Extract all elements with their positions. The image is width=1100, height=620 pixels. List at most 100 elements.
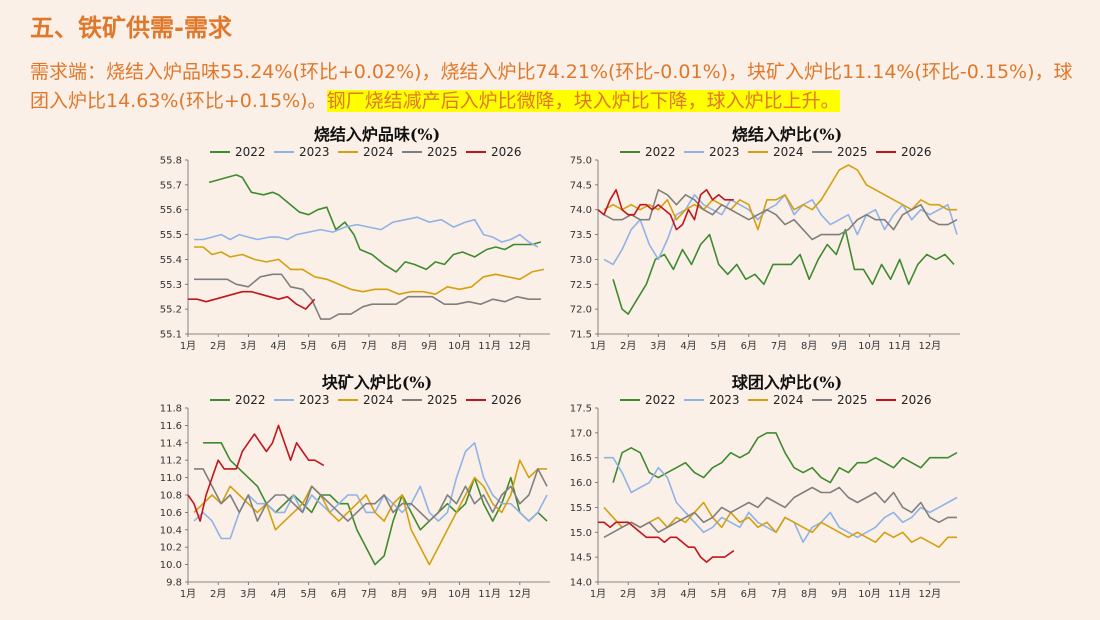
y-tick-label: 55.5: [160, 230, 182, 241]
y-tick-label: 74.5: [570, 180, 592, 191]
series-line-2025: [603, 486, 957, 539]
legend-label: 2026: [491, 393, 522, 407]
legend-item-2022: 2022: [210, 145, 266, 159]
chart-sinter-grade: 烧结入炉品味(%) 2022 2023 2024 2025 2026 55.1 55.2 55.…: [150, 122, 670, 368]
series-line-2024: [603, 164, 957, 231]
x-tick-label: 12月: [508, 340, 531, 352]
legend-label: 2025: [837, 393, 868, 407]
chart-lump-ratio: 块矿入炉比(%) 2022 2023 2024 2025 2026 9.8 10.0 10.2 1…: [150, 370, 670, 616]
summary-text: 需求端：烧结入炉品味55.24%(环比+0.02%)，烧结入炉比74.21%(环…: [30, 58, 1080, 116]
x-tick-label: 4月: [680, 588, 696, 600]
y-tick-label: 14.5: [570, 553, 592, 564]
legend-item-2025: 2025: [812, 145, 868, 159]
y-tick-label: 55.3: [160, 280, 182, 291]
x-tick-label: 6月: [741, 340, 757, 352]
y-tick-label: 11.6: [160, 421, 182, 432]
legend-label: 2026: [901, 393, 932, 407]
x-tick-label: 6月: [331, 588, 347, 600]
y-tick-label: 15.5: [570, 503, 592, 514]
legend-item-2025: 2025: [812, 393, 868, 407]
x-tick-label: 1月: [590, 340, 606, 352]
y-tick-label: 11.4: [160, 438, 182, 449]
x-tick-label: 12月: [918, 588, 941, 600]
legend-label: 2025: [837, 145, 868, 159]
legend-item-2026: 2026: [876, 145, 932, 159]
x-tick-label: 1月: [180, 588, 196, 600]
x-tick-label: 7月: [771, 340, 787, 352]
series-line-2023: [193, 442, 548, 540]
series-line-2022: [612, 432, 958, 484]
series-line-2024: [194, 246, 545, 295]
x-tick-label: 12月: [918, 340, 941, 352]
legend-item-2025: 2025: [402, 393, 458, 407]
series-line-2024: [603, 501, 957, 548]
x-tick-label: 3月: [240, 588, 256, 600]
x-tick-label: 8月: [391, 340, 407, 352]
legend-item-2023: 2023: [684, 145, 740, 159]
x-tick-label: 7月: [361, 340, 377, 352]
legend-label: 2026: [901, 145, 932, 159]
y-tick-label: 10.2: [160, 543, 182, 554]
x-tick-label: 6月: [331, 340, 347, 352]
y-tick-label: 73.0: [570, 255, 592, 266]
legend-label: 2022: [235, 393, 266, 407]
chart-sinter-ratio-svg: 烧结入炉比(%) 2022 2023 2024 2025 2026 71.5 72.0 72.5…: [570, 125, 960, 352]
legend-item-2023: 2023: [274, 393, 330, 407]
page-title: 五、铁矿供需-需求: [30, 14, 232, 42]
legend-label: 2024: [363, 393, 394, 407]
series-line-2023: [603, 194, 958, 266]
series-line-2023: [604, 456, 958, 543]
x-tick-label: 7月: [771, 588, 787, 600]
chart-title: 块矿入炉比(%): [322, 373, 432, 392]
series-line-2022: [612, 228, 955, 315]
legend-item-2022: 2022: [620, 393, 676, 407]
series-line-2022: [208, 174, 542, 273]
y-tick-label: 55.7: [160, 180, 182, 191]
legend-label: 2024: [773, 393, 804, 407]
x-tick-label: 5月: [710, 340, 726, 352]
y-tick-label: 55.6: [160, 205, 182, 216]
x-tick-label: 11月: [478, 588, 501, 600]
legend-label: 2024: [773, 145, 804, 159]
y-tick-label: 72.5: [570, 280, 592, 291]
legend-item-2024: 2024: [748, 393, 804, 407]
y-tick-label: 10.6: [160, 508, 182, 519]
x-tick-label: 10月: [448, 588, 471, 600]
x-tick-label: 7月: [361, 588, 377, 600]
legend-label: 2022: [235, 145, 266, 159]
x-tick-label: 3月: [650, 340, 666, 352]
x-tick-label: 5月: [300, 588, 316, 600]
legend-item-2026: 2026: [466, 145, 522, 159]
y-tick-label: 17.0: [570, 428, 592, 439]
x-tick-label: 11月: [888, 340, 911, 352]
x-tick-label: 1月: [180, 340, 196, 352]
chart-title: 烧结入炉品味(%): [314, 125, 440, 144]
x-tick-label: 8月: [801, 340, 817, 352]
y-tick-label: 15.0: [570, 528, 592, 539]
legend-label: 2023: [709, 145, 740, 159]
legend-item-2022: 2022: [210, 393, 266, 407]
x-tick-label: 10月: [448, 340, 471, 352]
legend-item-2023: 2023: [274, 145, 330, 159]
summary-main: 需求端：烧结入炉品味55.24%(环比+0.02%)，烧结入炉比74.21%(环…: [30, 61, 1073, 112]
chart-title: 烧结入炉比(%): [732, 125, 842, 144]
chart-sinter-ratio: 烧结入炉比(%) 2022 2023 2024 2025 2026 71.5 72.0 72.5…: [560, 122, 1080, 368]
legend-item-2022: 2022: [620, 145, 676, 159]
chart-lump-ratio-svg: 块矿入炉比(%) 2022 2023 2024 2025 2026 9.8 10.0 10.2 1…: [160, 373, 550, 600]
legend-item-2023: 2023: [684, 393, 740, 407]
legend-item-2024: 2024: [338, 393, 394, 407]
legend-item-2025: 2025: [402, 145, 458, 159]
y-tick-label: 55.2: [160, 305, 182, 316]
series-line-2026: [187, 424, 325, 522]
series-line-2023: [194, 216, 539, 248]
x-tick-label: 11月: [888, 588, 911, 600]
y-tick-label: 55.1: [160, 330, 182, 341]
y-tick-label: 14.0: [570, 578, 592, 589]
series-line-2026: [188, 290, 316, 310]
y-tick-label: 71.5: [570, 330, 592, 341]
x-tick-label: 11月: [478, 340, 501, 352]
y-tick-label: 17.5: [570, 404, 592, 415]
y-tick-label: 11.2: [160, 456, 182, 467]
legend-label: 2025: [427, 393, 458, 407]
x-tick-label: 3月: [240, 340, 256, 352]
